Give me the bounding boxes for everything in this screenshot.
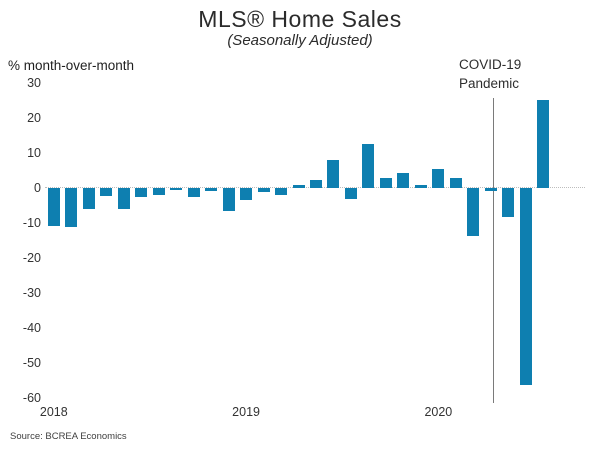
y-tick-label: 0 (34, 180, 41, 195)
x-tick-label: 2019 (232, 405, 260, 419)
y-tick-label: 20 (27, 110, 41, 125)
source-note: Source: BCREA Economics (10, 431, 127, 442)
bar (82, 187, 95, 210)
covid-pandemic-line (493, 98, 494, 403)
bar (257, 187, 270, 193)
bar (467, 187, 480, 237)
y-tick-label: -50 (22, 355, 41, 370)
y-axis-label: % month-over-month (8, 58, 135, 73)
bar (187, 187, 200, 197)
bar (519, 187, 532, 385)
bar (397, 172, 410, 188)
y-tick-label: -40 (22, 320, 41, 335)
bar (170, 187, 183, 190)
x-tick-label: 2020 (424, 405, 453, 419)
bar (432, 168, 445, 188)
bar (240, 187, 253, 200)
y-tick-label: 30 (27, 75, 41, 90)
bar (100, 187, 113, 197)
bar (537, 99, 550, 188)
bar (117, 187, 130, 210)
covid-annotation-line1: COVID-19 (459, 57, 522, 72)
chart-subtitle: (Seasonally Adjusted) (227, 32, 373, 49)
bar (310, 179, 322, 188)
bar (362, 144, 375, 188)
chart-title: MLS® Home Sales (198, 6, 402, 32)
bar (275, 187, 288, 196)
bar (414, 185, 427, 188)
bar (484, 187, 497, 192)
y-tick-label: -60 (22, 390, 41, 405)
covid-annotation: COVID-19 Pandemic (459, 56, 521, 93)
bar (344, 187, 357, 199)
bar (205, 187, 218, 191)
x-tick-label: 2018 (39, 405, 68, 419)
bar (222, 187, 235, 211)
covid-annotation-line2: Pandemic (459, 75, 520, 91)
bar (449, 178, 462, 188)
y-tick-label: -10 (22, 215, 41, 230)
y-tick-label: -20 (22, 250, 41, 265)
y-tick-label: -30 (22, 285, 41, 300)
bar (152, 187, 165, 196)
bar (502, 187, 515, 218)
y-tick-label: 10 (27, 145, 41, 160)
bar (379, 178, 392, 188)
bar (327, 159, 340, 188)
bar (292, 185, 305, 188)
bar (65, 187, 78, 227)
bar (47, 187, 60, 226)
bar (135, 187, 148, 198)
